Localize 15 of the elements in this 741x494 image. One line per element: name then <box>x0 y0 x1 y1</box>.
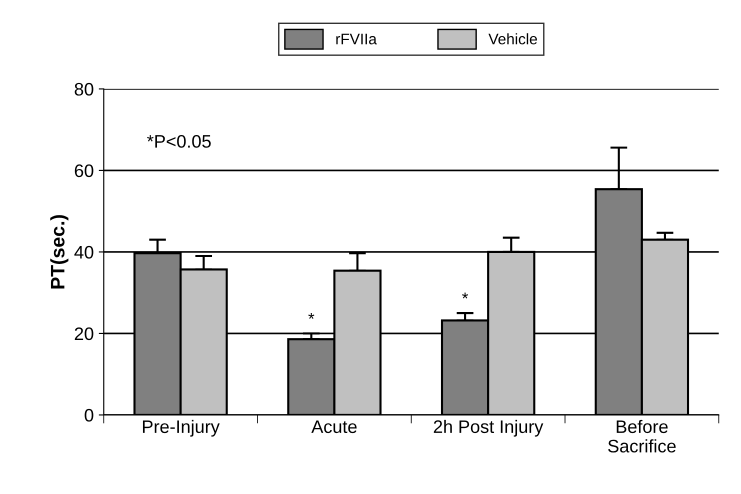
y-tick-label: 80 <box>74 82 94 96</box>
annotation: *P<0.05 <box>147 135 211 148</box>
y-tick-label: 60 <box>74 164 94 178</box>
annotation: * <box>462 292 468 298</box>
legend-label: Vehicle <box>488 33 537 44</box>
y-tick-label: 20 <box>74 327 94 340</box>
annotation: * <box>308 312 314 319</box>
x-tick-label: 2h Post Injury <box>434 420 544 437</box>
x-tick-label: Before Sacrifice <box>608 420 676 453</box>
legend-label: rFVIIa <box>336 34 377 44</box>
x-tick-label: Acute <box>311 420 357 434</box>
x-tick-label: Pre-Injury <box>142 420 220 437</box>
y-tick-label: 40 <box>74 246 94 259</box>
y-tick-label: 0 <box>84 408 94 422</box>
y-axis-title: PT(sec.) <box>50 215 68 288</box>
